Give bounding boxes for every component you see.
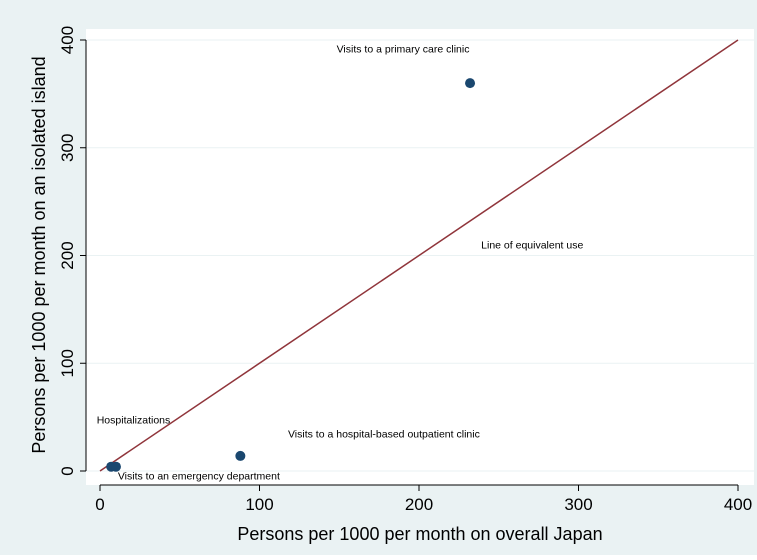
data-point [110, 461, 121, 472]
annotation-label: Hospitalizations [97, 414, 171, 426]
y-tick-label: 0 [58, 466, 77, 475]
y-tick-label: 100 [58, 349, 77, 377]
x-tick-label: 0 [95, 495, 104, 514]
reference-line-layer [99, 39, 739, 472]
data-point [235, 450, 246, 461]
annotation-label: Visits to a hospital-based outpatient cl… [288, 428, 480, 440]
x-axis-title: Persons per 1000 per month on overall Ja… [237, 524, 602, 544]
x-tick-label: 400 [724, 495, 752, 514]
ticks: 0 100 200 300 400 0 100 200 300 400 [58, 26, 752, 514]
x-tick-label: 300 [564, 495, 592, 514]
annotations: Visits to a primary care clinic Line of e… [97, 44, 584, 483]
x-tick-label: 100 [245, 495, 273, 514]
annotation-label: Visits to an emergency department [118, 470, 280, 482]
y-tick-label: 400 [58, 26, 77, 54]
line-of-equivalent-use [99, 39, 739, 472]
x-tick-label: 200 [405, 495, 433, 514]
y-tick-label: 300 [58, 134, 77, 162]
annotation-label: Visits to a primary care clinic [337, 44, 470, 56]
y-axis-title: Persons per 1000 per month on an isolate… [29, 56, 49, 453]
y-tick-label: 200 [58, 241, 77, 269]
annotation-label: Line of equivalent use [481, 240, 583, 252]
data-point [465, 78, 476, 89]
data-points [106, 78, 476, 472]
